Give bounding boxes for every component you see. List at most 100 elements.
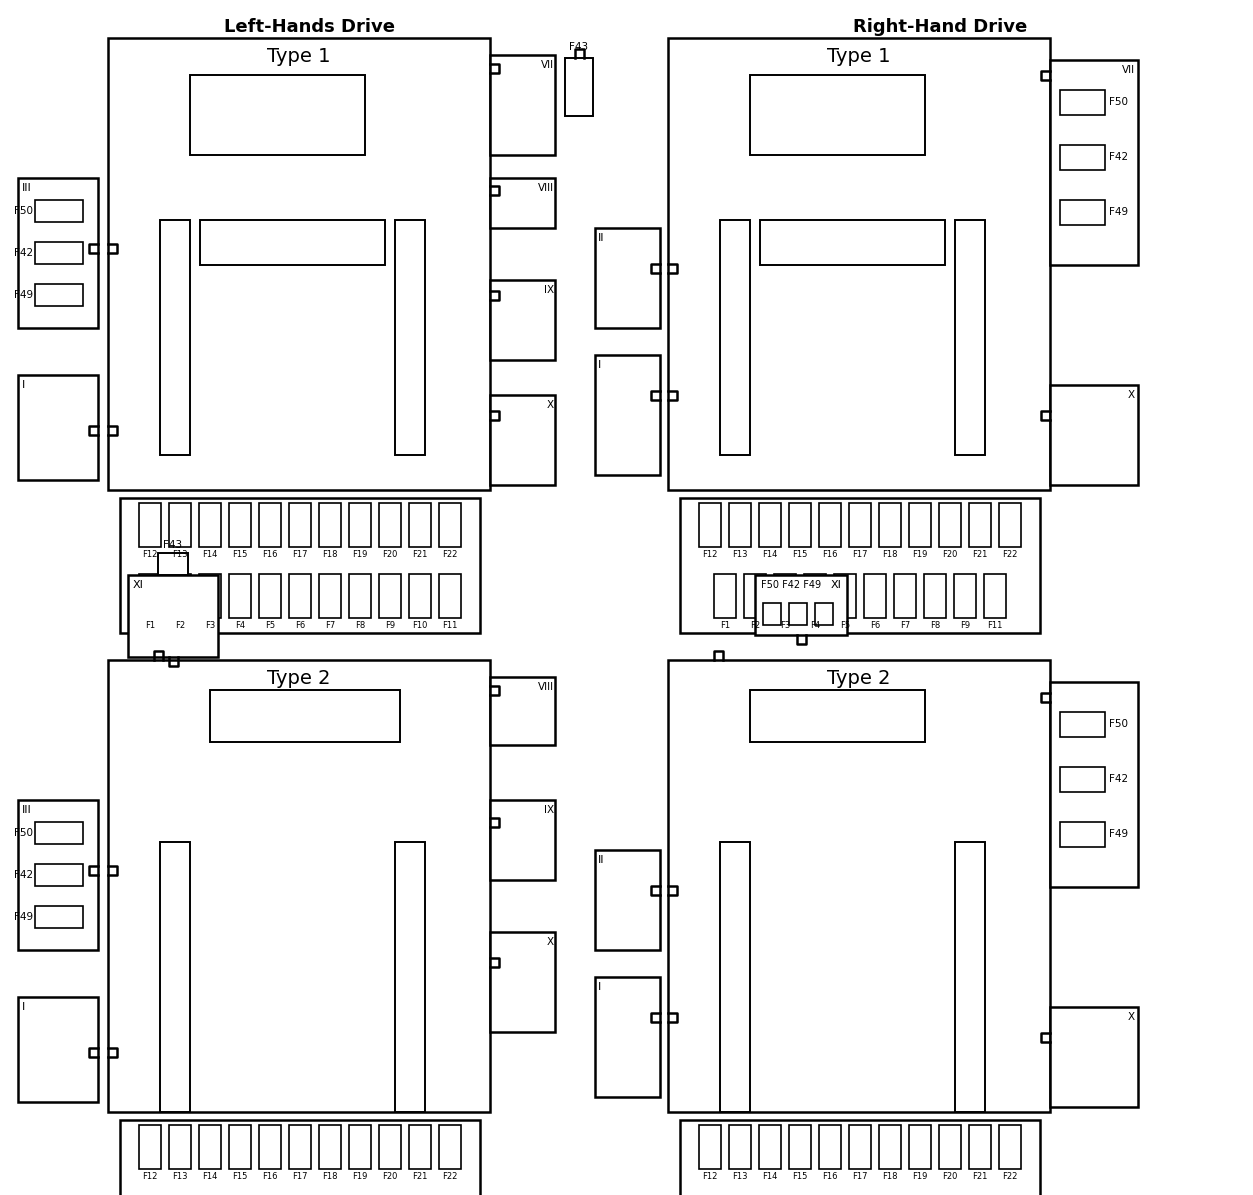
Text: XI: XI <box>133 580 144 590</box>
Bar <box>759 1124 781 1169</box>
Text: F4: F4 <box>236 621 246 630</box>
Bar <box>320 1124 341 1169</box>
Bar <box>955 842 985 1113</box>
Bar <box>865 574 886 618</box>
Bar <box>289 574 311 618</box>
Text: F49: F49 <box>14 290 33 300</box>
Bar <box>160 842 190 1113</box>
Text: F2: F2 <box>175 621 185 630</box>
Bar <box>969 503 991 547</box>
Text: F21: F21 <box>972 1172 987 1181</box>
Bar <box>751 75 925 155</box>
Text: F20: F20 <box>942 1172 957 1181</box>
Text: F50: F50 <box>14 206 33 216</box>
Bar <box>954 574 976 618</box>
Text: F17: F17 <box>292 550 308 559</box>
Bar <box>35 906 83 929</box>
Bar <box>595 978 660 1097</box>
Text: F49: F49 <box>1109 207 1128 217</box>
Bar <box>789 503 811 547</box>
Bar <box>199 1124 221 1169</box>
Text: F12: F12 <box>703 550 718 559</box>
Text: I: I <box>598 982 601 992</box>
Bar <box>439 574 461 618</box>
Text: F6: F6 <box>870 621 880 630</box>
Text: F8: F8 <box>355 621 365 630</box>
Text: F42: F42 <box>1109 152 1128 163</box>
Bar <box>35 864 83 885</box>
Bar <box>1060 200 1105 225</box>
Bar <box>1060 90 1105 115</box>
Text: F14: F14 <box>202 550 218 559</box>
Bar <box>714 574 736 618</box>
Bar <box>908 503 931 547</box>
Bar <box>595 355 660 474</box>
Text: F19: F19 <box>352 550 367 559</box>
Text: XI: XI <box>831 580 842 590</box>
Bar <box>893 574 916 618</box>
Text: F13: F13 <box>732 1172 748 1181</box>
Bar <box>408 1124 431 1169</box>
Bar <box>814 603 833 625</box>
Bar <box>565 59 593 116</box>
Text: X: X <box>546 400 554 410</box>
Text: F20: F20 <box>942 550 957 559</box>
Bar <box>668 38 1050 490</box>
Bar <box>804 574 826 618</box>
Bar <box>169 574 190 618</box>
Bar <box>969 1124 991 1169</box>
Text: X: X <box>546 937 554 946</box>
Bar <box>763 603 781 625</box>
Bar <box>35 243 83 264</box>
Bar <box>490 678 555 744</box>
Bar <box>35 284 83 306</box>
Text: F2: F2 <box>751 621 761 630</box>
Bar <box>395 842 425 1113</box>
Bar <box>18 375 98 480</box>
Bar <box>699 503 720 547</box>
Bar <box>720 842 751 1113</box>
Text: F15: F15 <box>792 550 808 559</box>
Bar <box>1060 767 1105 792</box>
Text: F14: F14 <box>762 1172 778 1181</box>
Text: F3: F3 <box>205 621 216 630</box>
Text: F15: F15 <box>792 1172 808 1181</box>
Text: F21: F21 <box>412 1172 427 1181</box>
Text: VII: VII <box>541 60 554 71</box>
Bar <box>199 503 221 547</box>
Text: F11: F11 <box>987 621 1002 630</box>
Text: Type 2: Type 2 <box>267 668 331 687</box>
Bar <box>490 280 555 360</box>
Bar <box>759 503 781 547</box>
Bar <box>938 1124 961 1169</box>
Bar <box>880 1124 901 1169</box>
Text: F22: F22 <box>1002 550 1017 559</box>
Bar <box>120 498 480 633</box>
Bar <box>408 574 431 618</box>
Text: IX: IX <box>544 284 554 295</box>
Text: F16: F16 <box>262 550 278 559</box>
Bar <box>259 574 281 618</box>
Text: X: X <box>1128 1012 1135 1022</box>
Bar <box>720 220 751 455</box>
Text: F16: F16 <box>822 1172 838 1181</box>
Text: F42: F42 <box>14 249 33 258</box>
Text: F22: F22 <box>442 1172 457 1181</box>
Bar <box>880 503 901 547</box>
Bar <box>680 498 1040 633</box>
Text: F12: F12 <box>143 1172 158 1181</box>
Text: F16: F16 <box>822 550 838 559</box>
Bar <box>1050 385 1138 485</box>
Bar <box>35 822 83 844</box>
Bar <box>819 1124 841 1169</box>
Bar <box>938 503 961 547</box>
Bar <box>18 997 98 1102</box>
Text: Left-Hands Drive: Left-Hands Drive <box>224 18 396 36</box>
Bar <box>439 503 461 547</box>
Bar <box>789 1124 811 1169</box>
Text: F15: F15 <box>232 1172 248 1181</box>
Bar <box>378 503 401 547</box>
Bar <box>490 396 555 485</box>
Bar <box>229 1124 251 1169</box>
Bar <box>668 660 1050 1113</box>
